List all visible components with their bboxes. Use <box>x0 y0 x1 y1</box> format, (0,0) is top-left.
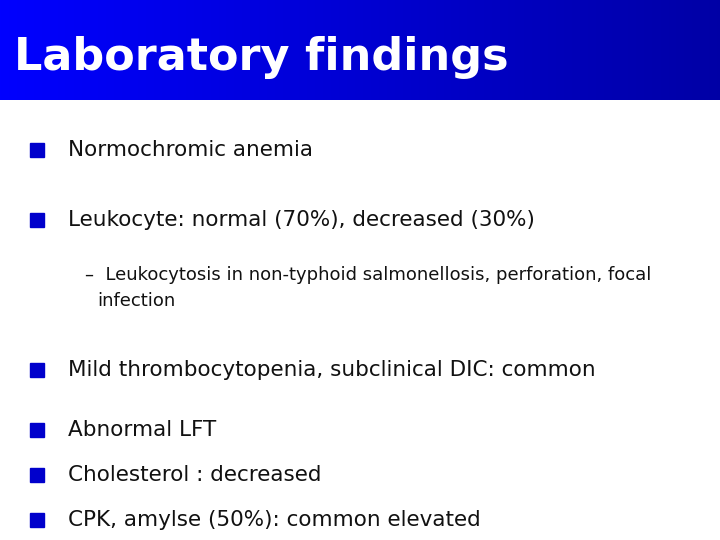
Text: Laboratory findings: Laboratory findings <box>14 36 509 79</box>
Bar <box>30 513 44 527</box>
Bar <box>30 468 44 482</box>
Text: Abnormal LFT: Abnormal LFT <box>68 420 216 440</box>
Text: Mild thrombocytopenia, subclinical DIC: common: Mild thrombocytopenia, subclinical DIC: … <box>68 360 595 380</box>
Bar <box>30 363 44 377</box>
Bar <box>30 423 44 437</box>
Bar <box>30 143 44 157</box>
Text: Normochromic anemia: Normochromic anemia <box>68 140 313 160</box>
Text: –  Leukocytosis in non-typhoid salmonellosis, perforation, focal: – Leukocytosis in non-typhoid salmonello… <box>85 266 652 284</box>
Text: CPK, amylse (50%): common elevated: CPK, amylse (50%): common elevated <box>68 510 481 530</box>
Text: infection: infection <box>97 292 175 310</box>
Text: Leukocyte: normal (70%), decreased (30%): Leukocyte: normal (70%), decreased (30%) <box>68 210 535 230</box>
Bar <box>30 213 44 227</box>
Text: Cholesterol : decreased: Cholesterol : decreased <box>68 465 322 485</box>
